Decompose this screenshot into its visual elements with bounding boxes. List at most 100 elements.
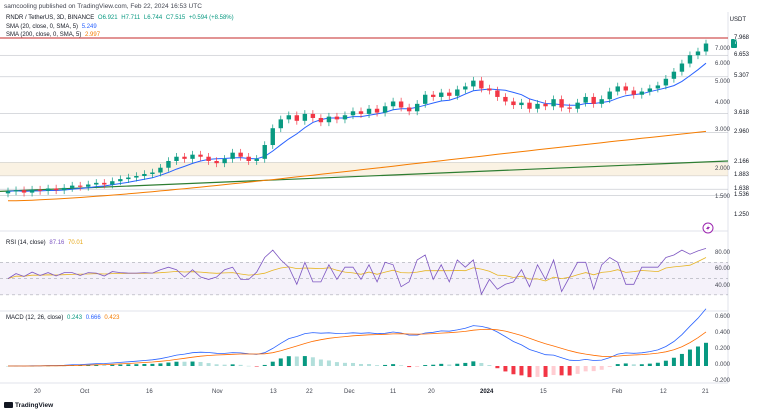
macd-histogram-bar	[294, 356, 299, 366]
price-tag[interactable]: 3.618	[731, 108, 749, 118]
macd-histogram-bar	[639, 364, 644, 366]
candle-body	[45, 188, 51, 191]
sma20-legend[interactable]: SMA (20, close, 0, SMA, 5) 5.249	[6, 24, 97, 30]
tradingview-logo: TradingView	[4, 402, 53, 409]
candle-body	[286, 115, 292, 120]
macd-histogram-bar	[479, 362, 484, 366]
macd-histogram-bar	[206, 363, 211, 366]
symbol-label[interactable]: RNDR / TetherUS, 3D, BINANCE	[6, 15, 95, 21]
main-legend: RNDR / TetherUS, 3D, BINANCE O6.921 H7.7…	[6, 15, 234, 21]
candle-body	[519, 102, 524, 106]
macd-histogram-bar	[166, 362, 171, 366]
price-tag[interactable]: 5.307	[731, 72, 749, 82]
macd-tick-label: 0.000	[714, 362, 730, 368]
candle-body	[262, 145, 267, 159]
macd-histogram-bar	[704, 342, 708, 366]
macd-line	[7, 308, 707, 367]
macd-signal-value: 0.423	[104, 315, 120, 321]
candle-body	[623, 86, 628, 91]
macd-histogram-bar	[567, 366, 572, 376]
candle-body	[479, 80, 484, 89]
candle-body	[695, 51, 701, 56]
macd-histogram-bar	[615, 364, 620, 366]
candle-body	[190, 154, 195, 159]
price-tag[interactable]: 6.653	[731, 50, 749, 60]
macd-histogram-bar	[671, 357, 676, 366]
candle-body	[535, 103, 540, 109]
candle-body	[126, 177, 131, 180]
sma20-value: 5.249	[81, 24, 97, 30]
candle-body	[21, 190, 27, 193]
macd-histogram-bar	[278, 358, 283, 366]
sma200-legend[interactable]: SMA (200, close, 0, SMA, 5) 2.997	[6, 32, 100, 38]
candle-body	[150, 172, 155, 174]
macd-histogram-bar	[607, 366, 612, 368]
candle-body	[246, 156, 251, 161]
macd-histogram-bar	[134, 364, 139, 366]
macd-histogram-bar	[647, 363, 652, 366]
macd-histogram-bar	[326, 360, 331, 366]
macd-histogram-bar	[415, 366, 420, 367]
macd-pane[interactable]	[6, 308, 708, 378]
macd-legend[interactable]: MACD (12, 26, close) 0.243 0.666 0.423	[6, 315, 119, 321]
candle-body	[559, 99, 564, 108]
time-tick-label: 16	[146, 389, 153, 395]
candle-body	[198, 154, 203, 157]
candle-body	[134, 176, 139, 178]
candle-body	[118, 179, 123, 182]
candle-body	[382, 106, 388, 113]
macd-histogram-bar	[214, 364, 219, 366]
candle-body	[310, 113, 316, 118]
candle-body	[487, 88, 492, 91]
candle-body	[583, 96, 588, 103]
time-tick-label: 20	[34, 389, 41, 395]
candle-body	[110, 181, 115, 185]
price-tag[interactable]: 7.968	[731, 33, 749, 43]
macd-histogram-bar	[262, 364, 267, 366]
currency-label: USDT	[729, 17, 746, 23]
rsi-legend[interactable]: RSI (14, close) 87.16 70.01	[6, 240, 83, 246]
macd-histogram-bar	[551, 366, 556, 376]
macd-histogram-bar	[174, 361, 179, 366]
rsi-pane[interactable]	[0, 248, 728, 296]
candle-body	[278, 119, 283, 129]
price-tag[interactable]: 1.883	[731, 171, 749, 181]
macd-histogram-bar	[599, 366, 604, 370]
macd-histogram-bar	[391, 364, 396, 366]
lightning-icon[interactable]	[702, 222, 714, 234]
macd-histogram-bar	[623, 363, 628, 366]
price-tag[interactable]: 2.166	[731, 157, 749, 167]
candle-body	[94, 182, 99, 185]
macd-histogram-bar	[519, 366, 524, 376]
time-tick-label: 15	[540, 389, 547, 395]
candle-body	[69, 185, 75, 188]
macd-histogram-bar	[359, 363, 364, 366]
price-tag[interactable]: 2.960	[731, 128, 749, 138]
price-tag[interactable]: 7.515	[731, 39, 749, 49]
candle-body	[406, 107, 412, 112]
candle-body	[599, 99, 604, 104]
price-pane[interactable]	[0, 37, 729, 202]
macd-histogram-bar	[455, 363, 460, 366]
price-tag[interactable]: 1.638	[731, 184, 749, 194]
macd-histogram-bar	[342, 362, 347, 366]
price-tag[interactable]: 1.250	[731, 210, 749, 220]
price-tick-label: 1.500	[714, 193, 730, 200]
candle-body	[511, 101, 516, 106]
candle-body	[230, 152, 235, 159]
sma200-label: SMA (200, close, 0, SMA, 5)	[6, 32, 82, 38]
candle-body	[29, 189, 35, 193]
rsi-tick-label: 40.00	[714, 282, 730, 289]
price-tag[interactable]: 1.536	[731, 190, 749, 200]
candle-body	[615, 86, 620, 92]
macd-histogram-bar	[238, 364, 243, 366]
price-tick-label: 5.000	[714, 78, 730, 85]
time-tick-label: Feb	[612, 389, 623, 395]
price-tick-label: 2.000	[714, 166, 730, 173]
candle-body	[543, 103, 548, 107]
price-tick-label: 4.000	[714, 99, 730, 106]
candle-body	[639, 91, 645, 95]
low-value: L6.744	[143, 15, 163, 21]
trendline	[0, 160, 729, 193]
